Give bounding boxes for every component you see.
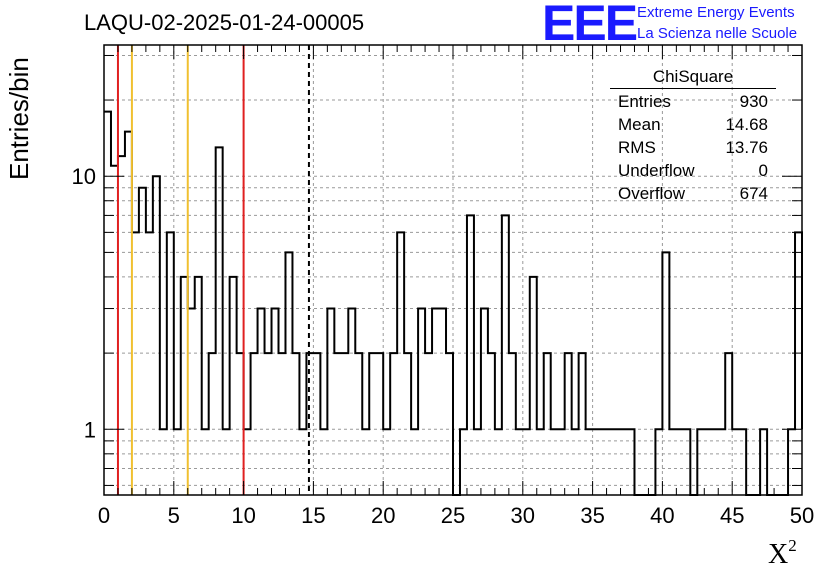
x-tick-label: 45 [720,503,744,528]
x-tick-label: 0 [98,503,110,528]
stats-row-underflow: Underflow 0 [610,159,776,182]
x-tick-label: 10 [231,503,255,528]
stats-row-overflow: Overflow 674 [610,182,776,205]
eee-logo: EEE [542,0,638,51]
histogram-line [104,110,803,496]
logo-line-2: La Scienza nelle Scuole [637,25,798,42]
stats-row-rms: RMS 13.76 [610,136,776,159]
y-tick-label: 10 [72,164,96,189]
x-tick-label: 15 [301,503,325,528]
stats-label: Entries [618,92,671,111]
x-tick-label: 30 [511,503,535,528]
stats-label: Underflow [618,161,695,180]
y-tick-label: 1 [84,417,96,442]
logo-line-1: Extreme Energy Events [637,4,795,21]
stats-row-mean: Mean 14.68 [610,113,776,136]
x-tick-label: 40 [650,503,674,528]
stats-value: 13.76 [725,138,768,157]
histogram-series [104,110,803,496]
axes: 0 5 10 15 20 25 30 35 40 45 50 1 10 [72,44,814,528]
stats-row-entries: Entries 930 [610,90,776,113]
x-axis-label-base: X [768,539,789,570]
stats-label: RMS [618,138,656,157]
x-tick-label: 25 [441,503,465,528]
x-axis-label-superscript: 2 [788,536,797,555]
x-tick-label: 5 [168,503,180,528]
x-tick-label: 35 [580,503,604,528]
chart-title: LAQU-02-2025-01-24-00005 [84,10,365,35]
stats-value: 14.68 [725,115,768,134]
x-tick-label: 20 [371,503,395,528]
stats-value: 674 [739,184,768,203]
x-axis-label: X2 [768,536,797,571]
stats-value: 0 [758,161,768,180]
reference-lines [116,45,310,495]
x-tick-label: 50 [790,503,814,528]
stats-label: Mean [618,115,661,134]
stats-box: ChiSquare Entries 930 Mean 14.68 RMS 13.76 … [610,67,776,205]
stats-label: Overflow [618,184,686,203]
stats-value: 930 [739,92,768,111]
y-axis-label: Entries/bin [4,57,34,180]
stats-title: ChiSquare [610,67,776,89]
